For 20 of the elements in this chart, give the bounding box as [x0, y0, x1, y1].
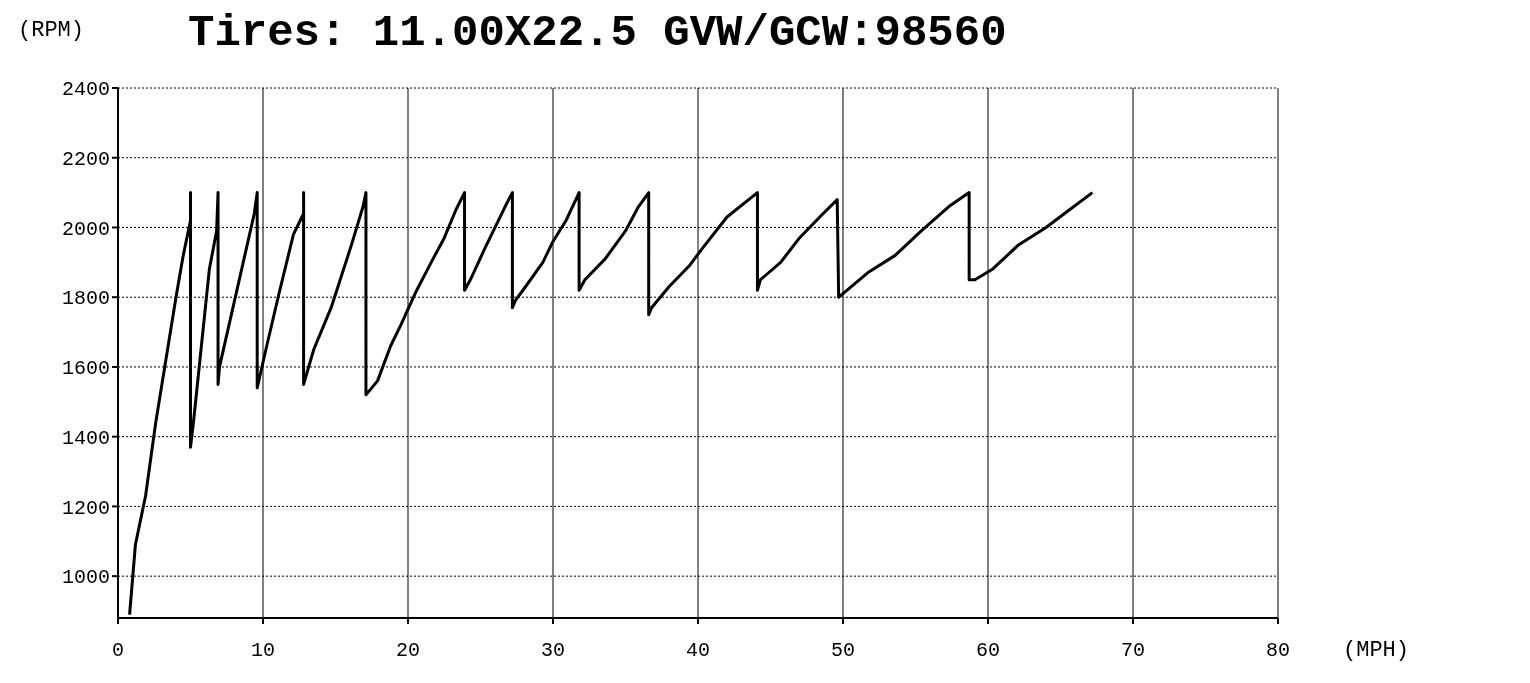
- y-tick-label: 2400: [61, 78, 110, 102]
- y-tick-label: 1200: [61, 496, 110, 520]
- y-axis-title: (RPM): [18, 18, 85, 43]
- y-tick-label: 1400: [61, 426, 110, 450]
- x-tick-label: 0: [111, 639, 125, 663]
- y-tick-label: 1800: [61, 287, 110, 311]
- y-tick-label: 2200: [61, 147, 110, 171]
- y-tick-label: 1600: [61, 357, 110, 381]
- x-axis-title: (MPH): [1343, 638, 1410, 663]
- x-tick-label: 50: [830, 639, 856, 663]
- x-tick-label: 20: [395, 639, 421, 663]
- y-tick-label: 1000: [61, 566, 110, 590]
- x-tick-label: 40: [685, 639, 711, 663]
- x-tick-label: 60: [975, 639, 1001, 663]
- x-tick-label: 80: [1265, 639, 1291, 663]
- x-tick-label: 10: [250, 639, 276, 663]
- x-tick-label: 70: [1120, 639, 1146, 663]
- x-tick-label: 30: [540, 639, 566, 663]
- chart-title: Tires: 11.00X22.5 GVW/GCW:98560: [188, 8, 1007, 58]
- y-tick-label: 2000: [61, 217, 110, 241]
